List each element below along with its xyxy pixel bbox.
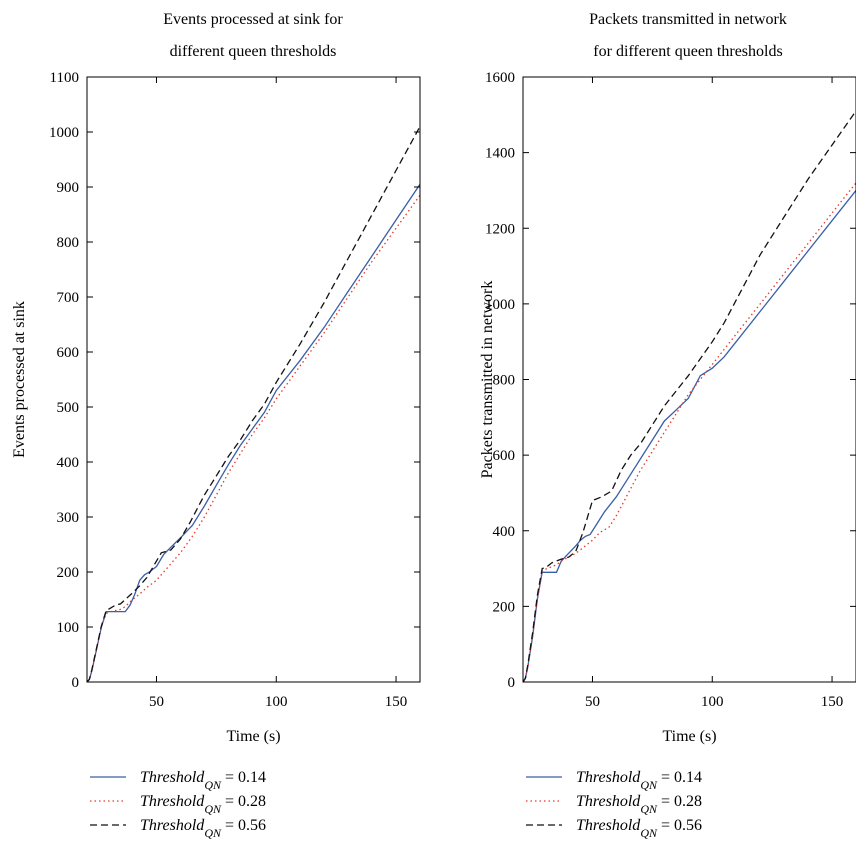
y-tick-label: 1000 [49, 125, 79, 141]
y-tick-label: 700 [57, 290, 80, 306]
y-tick-label: 600 [493, 448, 516, 464]
y-tick-label: 400 [493, 524, 516, 540]
legend-label-0.28: ThresholdQN = 0.28 [576, 793, 702, 816]
x-axis-label: Time (s) [226, 728, 280, 745]
legend-label-0.28: ThresholdQN = 0.28 [140, 793, 266, 816]
y-tick-label: 1200 [485, 221, 515, 237]
x-tick-label: 50 [585, 694, 600, 710]
series-line-0.56 [87, 126, 420, 682]
y-tick-label: 500 [57, 400, 80, 416]
y-tick-label: 0 [508, 675, 516, 691]
plot-frame [522, 76, 856, 683]
y-axis-label: Events processed at sink [11, 301, 28, 458]
x-tick-label: 150 [821, 694, 844, 710]
series-line-0.28 [523, 182, 856, 682]
x-tick-label: 150 [385, 694, 408, 710]
y-tick-label: 800 [57, 235, 80, 251]
x-tick-label: 100 [265, 694, 288, 710]
legend-label-0.14: ThresholdQN = 0.14 [140, 769, 266, 792]
chart-panel-2: Packets transmitted in network for differ… [479, 11, 856, 840]
chart-title-line: for different queen thresholds [593, 43, 782, 60]
x-tick-label: 50 [149, 694, 164, 710]
series-line-0.14 [523, 189, 856, 682]
y-tick-label: 900 [57, 180, 80, 196]
y-tick-label: 200 [493, 599, 516, 615]
y-tick-label: 1000 [485, 297, 515, 313]
y-axis-label: Packets transmitted in network [479, 281, 496, 479]
y-tick-label: 400 [57, 455, 80, 471]
y-tick-label: 1600 [485, 70, 515, 86]
chart-title-line: different queen thresholds [170, 43, 337, 60]
legend-label-0.14: ThresholdQN = 0.14 [576, 769, 702, 792]
y-tick-label: 300 [57, 510, 80, 526]
y-tick-label: 1400 [485, 146, 515, 162]
y-tick-label: 800 [493, 373, 516, 389]
series-line-0.28 [87, 194, 420, 682]
series-line-0.14 [87, 183, 420, 682]
plot-frame [86, 76, 421, 683]
chart-panel-1: Events processed at sink for different qu… [11, 11, 421, 840]
y-tick-label: 200 [57, 565, 80, 581]
x-axis-label: Time (s) [662, 728, 716, 745]
series-line-0.56 [523, 110, 856, 682]
y-tick-label: 1100 [50, 70, 79, 86]
y-tick-label: 0 [72, 675, 80, 691]
legend-label-0.56: ThresholdQN = 0.56 [576, 817, 702, 840]
chart-title-line: Events processed at sink for [163, 11, 343, 28]
y-tick-label: 600 [57, 345, 80, 361]
y-tick-label: 100 [57, 620, 80, 636]
x-tick-label: 100 [701, 694, 724, 710]
legend-label-0.56: ThresholdQN = 0.56 [140, 817, 266, 840]
chart-title-line: Packets transmitted in network [589, 11, 787, 28]
